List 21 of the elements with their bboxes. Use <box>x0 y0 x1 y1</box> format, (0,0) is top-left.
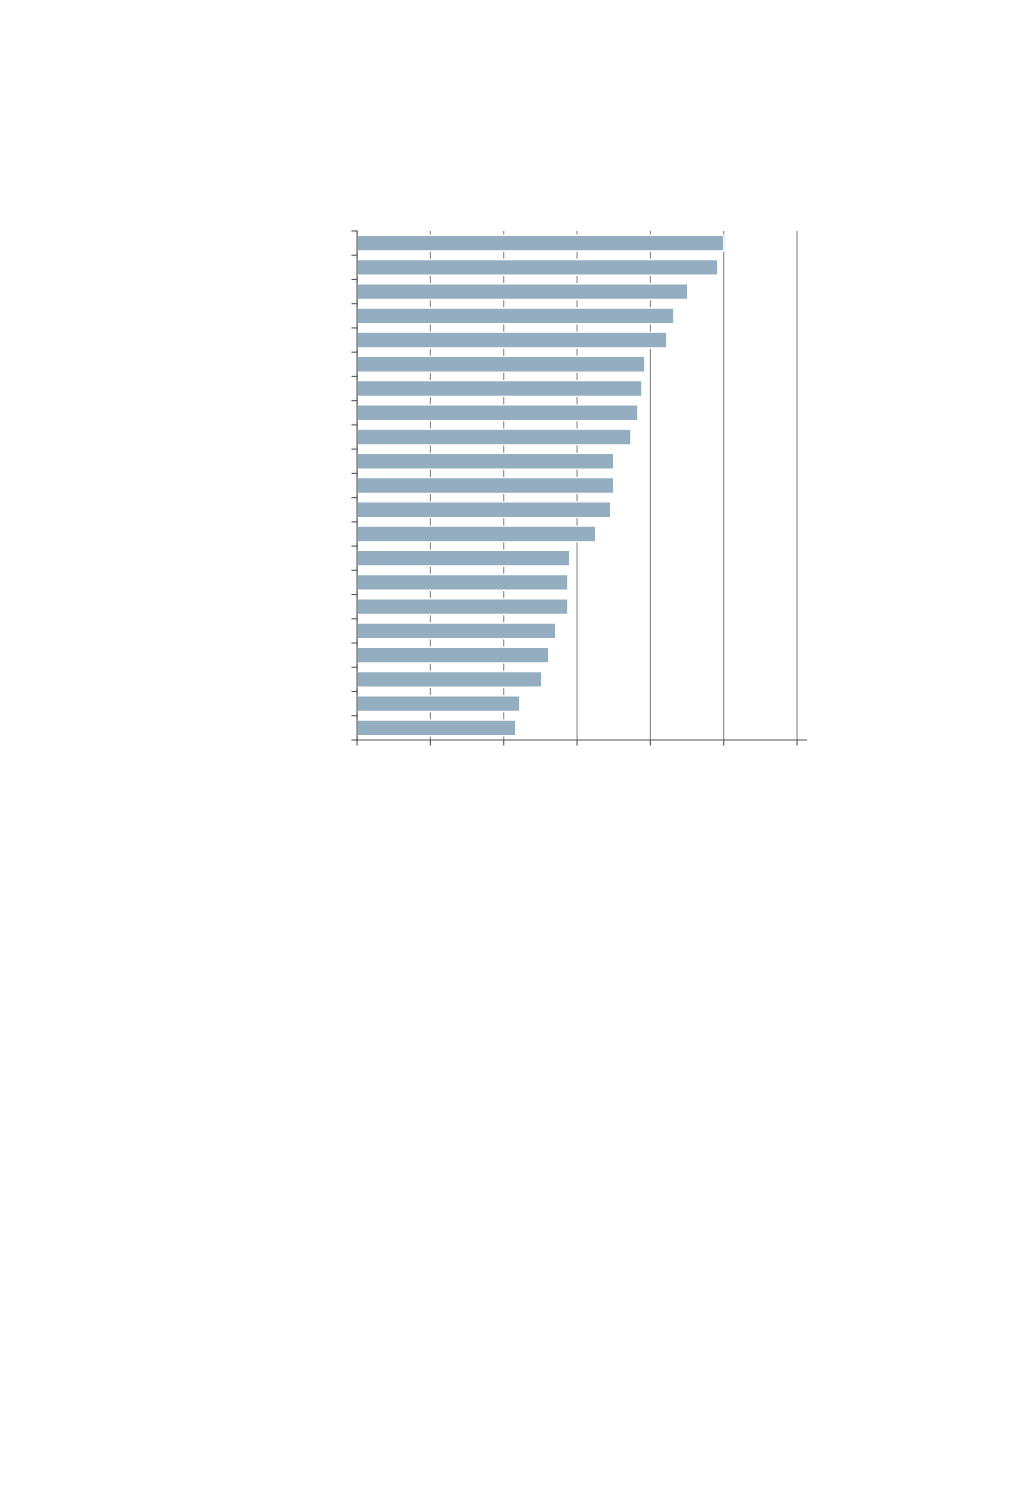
bar <box>357 622 557 640</box>
bar <box>357 307 675 325</box>
bar <box>357 452 615 470</box>
bar <box>357 549 571 567</box>
bar <box>357 404 639 422</box>
bar <box>357 646 550 664</box>
bar <box>357 598 569 616</box>
bar <box>357 670 543 688</box>
bar <box>357 573 569 591</box>
bar <box>357 719 517 737</box>
bar <box>357 379 643 398</box>
bar <box>357 355 646 373</box>
bar <box>357 476 615 495</box>
bar <box>357 258 719 276</box>
bar <box>357 428 632 446</box>
bar <box>357 331 668 349</box>
bar <box>357 525 597 543</box>
bar <box>357 234 725 252</box>
bar <box>357 283 689 301</box>
bar <box>357 695 521 713</box>
bar <box>357 501 612 519</box>
